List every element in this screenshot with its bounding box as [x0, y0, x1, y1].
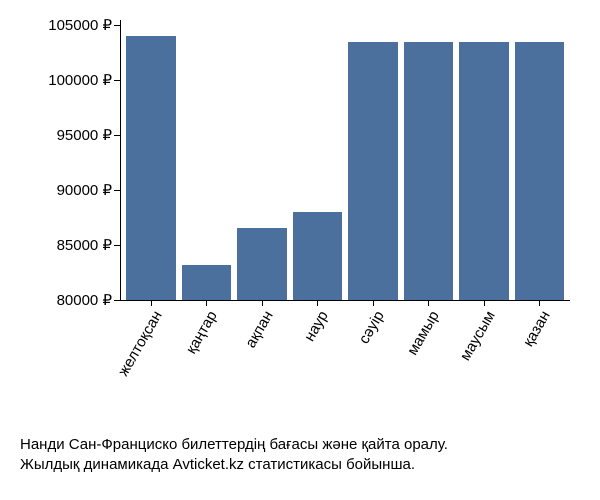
x-tick-mark	[428, 300, 429, 306]
bar	[237, 228, 287, 300]
x-tick-mark	[539, 300, 540, 306]
x-tick-mark	[484, 300, 485, 306]
x-axis-labels: желтоқсанқаңтар ақпан наур сәуір мамыр маусым…	[120, 308, 570, 398]
y-tick-label: 85000 ₽	[57, 236, 112, 254]
x-tick-label: мамыр	[404, 308, 443, 358]
bar	[182, 265, 232, 300]
x-tick-mark	[151, 300, 152, 306]
y-tick-label: 105000 ₽	[48, 16, 112, 34]
x-label-slot: ақпан	[237, 308, 287, 398]
y-tick-label: 90000 ₽	[57, 181, 112, 199]
price-bar-chart: 80000 ₽85000 ₽90000 ₽95000 ₽100000 ₽1050…	[20, 20, 580, 400]
x-tick-mark	[373, 300, 374, 306]
y-tick-label: 80000 ₽	[57, 291, 112, 309]
bar	[459, 42, 509, 300]
x-axis-line	[120, 300, 570, 301]
bar	[348, 42, 398, 300]
y-tick-label: 100000 ₽	[48, 71, 112, 89]
chart-caption: Нанди Сан-Франциско билеттердің бағасы ж…	[20, 435, 580, 476]
x-tick-mark	[317, 300, 318, 306]
plot-area	[120, 20, 570, 300]
x-label-slot: сәуір	[348, 308, 398, 398]
bar	[515, 42, 565, 300]
bars-container	[120, 20, 570, 300]
x-tick-label: наур	[301, 308, 332, 344]
caption-line-1: Нанди Сан-Франциско билеттердің бағасы ж…	[20, 435, 580, 455]
x-tick-mark	[262, 300, 263, 306]
bar	[293, 212, 343, 300]
caption-line-2: Жылдық динамикада Avticket.kz статистика…	[20, 455, 580, 475]
x-label-slot: наур	[293, 308, 343, 398]
x-tick-mark	[206, 300, 207, 306]
x-tick-label: сәуір	[355, 308, 387, 347]
x-tick-label: желтоқсан	[115, 308, 166, 379]
bar	[126, 36, 176, 300]
x-tick-label: қаңтар	[183, 308, 221, 357]
x-tick-label: ақпан	[242, 308, 277, 351]
y-axis: 80000 ₽85000 ₽90000 ₽95000 ₽100000 ₽1050…	[20, 20, 120, 300]
x-label-slot: мамыр	[404, 308, 454, 398]
x-label-slot: қазан	[515, 308, 565, 398]
x-label-slot: қаңтар	[182, 308, 232, 398]
x-tick-label: маусым	[457, 308, 499, 364]
x-tick-label: қазан	[520, 308, 554, 350]
bar	[404, 42, 454, 300]
x-label-slot: маусым	[459, 308, 509, 398]
x-label-slot: желтоқсан	[126, 308, 176, 398]
y-tick-label: 95000 ₽	[57, 126, 112, 144]
